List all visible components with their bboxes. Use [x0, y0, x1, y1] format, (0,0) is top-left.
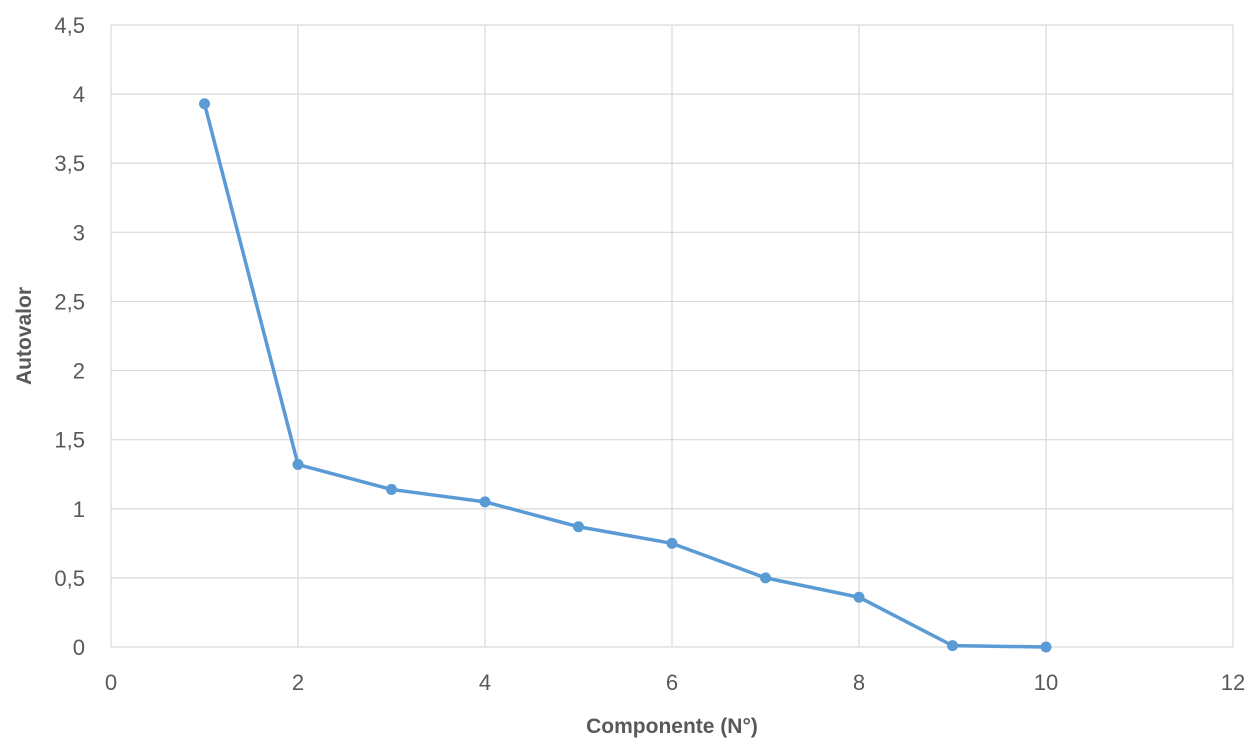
series-line	[202, 102, 1048, 649]
y-tick-label: 3,5	[54, 151, 85, 176]
x-axis-ticks: 0 2 4 6 8 10 12	[105, 670, 1245, 695]
y-tick-label: 1	[73, 497, 85, 522]
x-tick-label: 10	[1034, 670, 1058, 695]
y-tick-label: 4,5	[54, 13, 85, 38]
data-point	[853, 591, 865, 603]
x-tick-label: 4	[479, 670, 491, 695]
y-tick-label: 4	[73, 82, 85, 107]
y-tick-label: 0	[73, 635, 85, 660]
y-tick-label: 3	[73, 220, 85, 245]
x-axis-title: Componente (N°)	[586, 715, 758, 738]
data-point	[666, 537, 678, 549]
x-tick-label: 12	[1221, 670, 1245, 695]
data-point	[1040, 641, 1052, 653]
data-point	[760, 572, 771, 584]
y-tick-label: 2,5	[54, 289, 85, 314]
data-point	[947, 640, 958, 652]
x-tick-label: 8	[853, 670, 865, 695]
y-tick-label: 0,5	[54, 566, 85, 591]
y-axis-title: Autovalor	[13, 287, 36, 385]
vertical-gridlines	[110, 25, 1234, 647]
data-point	[479, 496, 491, 508]
data-point	[386, 483, 397, 495]
y-tick-label: 2	[73, 359, 85, 384]
data-point	[292, 459, 304, 471]
data-point	[199, 98, 210, 110]
x-tick-label: 6	[666, 670, 678, 695]
series-group	[199, 98, 1052, 653]
x-tick-label: 0	[105, 670, 117, 695]
horizontal-gridlines	[111, 24, 1233, 648]
data-point	[573, 521, 584, 533]
y-tick-label: 1,5	[54, 428, 85, 453]
x-tick-label: 2	[292, 670, 304, 695]
y-axis-ticks: 0 0,5 1 1,5 2 2,5 3 3,5 4 4,5	[54, 13, 85, 660]
